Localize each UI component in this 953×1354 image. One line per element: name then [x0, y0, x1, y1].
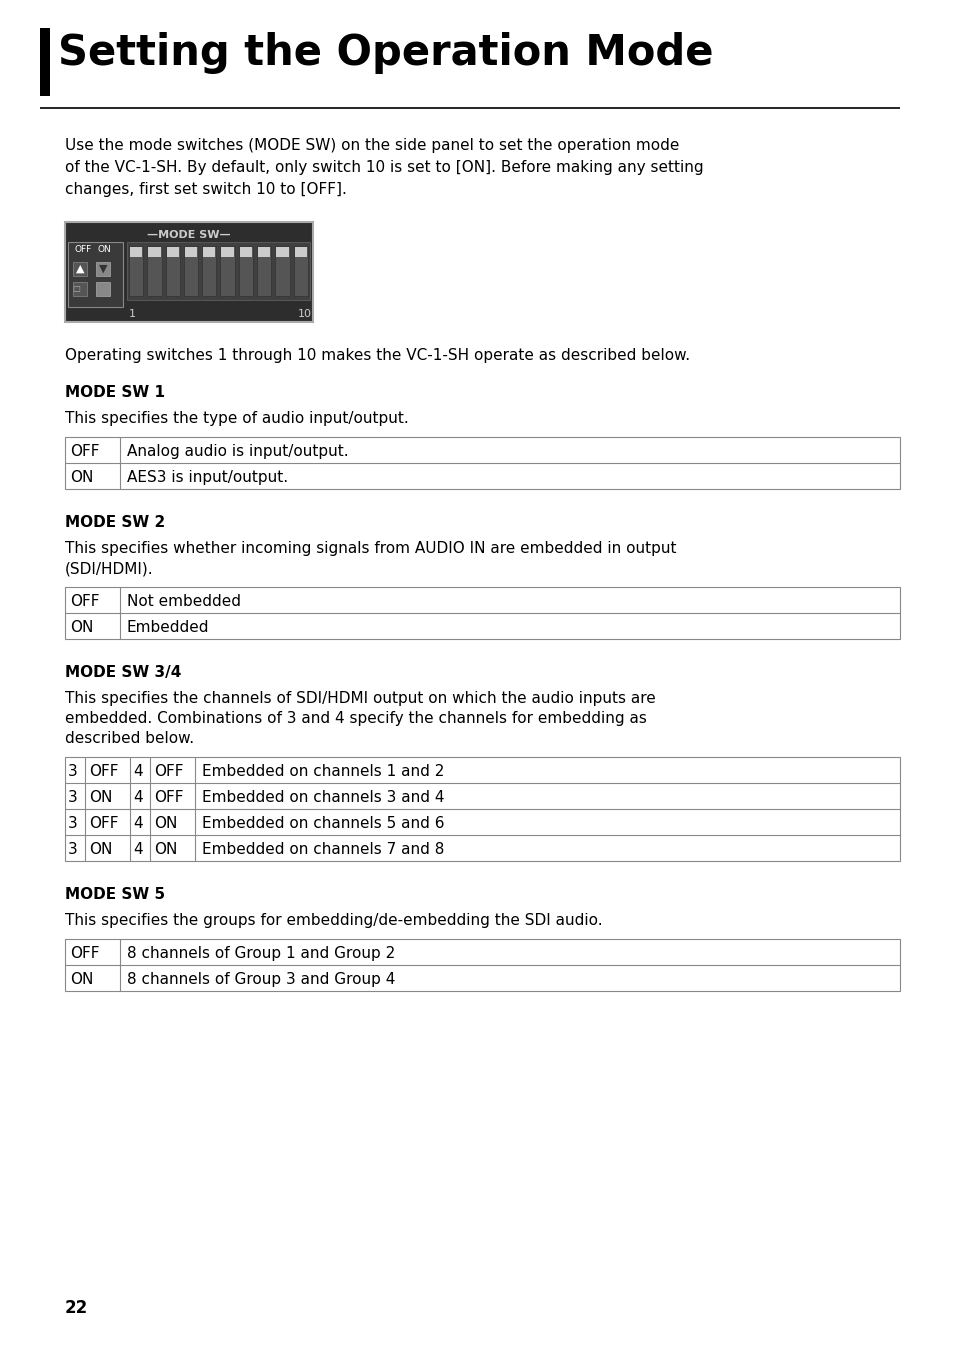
Text: Use the mode switches (MODE SW) on the side panel to set the operation mode: Use the mode switches (MODE SW) on the s… [65, 138, 679, 153]
Bar [185, 246, 197, 257]
Bar [96, 282, 110, 297]
Text: ▲: ▲ [75, 264, 84, 274]
Text: MODE SW 2: MODE SW 2 [65, 515, 165, 529]
Text: described below.: described below. [65, 731, 193, 746]
Bar [73, 263, 87, 276]
Bar [73, 282, 87, 297]
Text: Operating switches 1 through 10 makes the VC-1-SH operate as described below.: Operating switches 1 through 10 makes th… [65, 348, 689, 363]
Text: 4: 4 [132, 816, 143, 831]
Text: ON: ON [89, 842, 112, 857]
Bar [130, 246, 142, 257]
Text: ON: ON [98, 245, 112, 255]
Text: 8 channels of Group 3 and Group 4: 8 channels of Group 3 and Group 4 [127, 972, 395, 987]
Bar [294, 246, 308, 297]
Bar [129, 246, 143, 297]
Bar [294, 246, 307, 257]
Bar [275, 246, 290, 297]
Text: Embedded on channels 5 and 6: Embedded on channels 5 and 6 [202, 816, 444, 831]
Bar [65, 588, 899, 639]
Bar [258, 246, 270, 257]
Text: Analog audio is input/output.: Analog audio is input/output. [127, 444, 348, 459]
Text: embedded. Combinations of 3 and 4 specify the channels for embedding as: embedded. Combinations of 3 and 4 specif… [65, 711, 646, 726]
Text: Embedded on channels 1 and 2: Embedded on channels 1 and 2 [202, 764, 444, 779]
Bar [238, 246, 253, 297]
Bar [256, 246, 271, 297]
Bar [68, 242, 123, 307]
Bar [148, 246, 160, 257]
Text: —MODE SW—: —MODE SW— [147, 230, 231, 240]
Text: 4: 4 [132, 789, 143, 806]
Bar [221, 246, 233, 257]
Text: ON: ON [70, 620, 93, 635]
Text: ■: ■ [99, 284, 107, 294]
Text: Embedded on channels 7 and 8: Embedded on channels 7 and 8 [202, 842, 444, 857]
Text: 3: 3 [68, 842, 77, 857]
Bar [65, 437, 899, 489]
Bar [65, 757, 899, 861]
Text: changes, first set switch 10 to [OFF].: changes, first set switch 10 to [OFF]. [65, 181, 347, 196]
Text: 3: 3 [68, 764, 77, 779]
Bar [166, 246, 180, 297]
Text: ON: ON [70, 470, 93, 485]
Text: This specifies the channels of SDI/HDMI output on which the audio inputs are: This specifies the channels of SDI/HDMI … [65, 691, 655, 705]
Text: 4: 4 [132, 764, 143, 779]
Text: AES3 is input/output.: AES3 is input/output. [127, 470, 288, 485]
Bar [65, 940, 899, 991]
Text: OFF: OFF [70, 444, 99, 459]
Text: (SDI/HDMI).: (SDI/HDMI). [65, 561, 153, 575]
Bar [147, 246, 161, 297]
Text: 10: 10 [297, 309, 312, 320]
Text: Embedded on channels 3 and 4: Embedded on channels 3 and 4 [202, 789, 444, 806]
Text: This specifies the groups for embedding/de-embedding the SDI audio.: This specifies the groups for embedding/… [65, 913, 602, 927]
Bar [202, 246, 216, 297]
Text: OFF: OFF [75, 245, 92, 255]
Text: This specifies the type of audio input/output.: This specifies the type of audio input/o… [65, 412, 408, 427]
Text: ON: ON [153, 842, 177, 857]
Bar [276, 246, 289, 257]
Text: OFF: OFF [70, 594, 99, 609]
Text: 1: 1 [129, 309, 135, 320]
Text: ON: ON [70, 972, 93, 987]
Text: of the VC-1-SH. By default, only switch 10 is set to [ON]. Before making any set: of the VC-1-SH. By default, only switch … [65, 160, 703, 175]
Text: ON: ON [153, 816, 177, 831]
Text: MODE SW 3/4: MODE SW 3/4 [65, 665, 181, 680]
Text: OFF: OFF [89, 816, 118, 831]
Text: MODE SW 1: MODE SW 1 [65, 385, 165, 399]
Text: 8 channels of Group 1 and Group 2: 8 channels of Group 1 and Group 2 [127, 946, 395, 961]
Text: Not embedded: Not embedded [127, 594, 241, 609]
Text: This specifies whether incoming signals from AUDIO IN are embedded in output: This specifies whether incoming signals … [65, 542, 676, 556]
Bar [96, 263, 110, 276]
Text: OFF: OFF [153, 764, 183, 779]
Text: OFF: OFF [89, 764, 118, 779]
Bar [127, 242, 310, 301]
Text: Embedded: Embedded [127, 620, 210, 635]
Text: Setting the Operation Mode: Setting the Operation Mode [58, 32, 713, 74]
Text: OFF: OFF [153, 789, 183, 806]
Text: 22: 22 [65, 1298, 89, 1317]
Bar [167, 246, 179, 257]
Bar [184, 246, 198, 297]
Text: 3: 3 [68, 816, 77, 831]
Bar [203, 246, 215, 257]
Bar [220, 246, 234, 297]
Text: □: □ [72, 284, 80, 294]
Bar [65, 222, 313, 322]
Bar [239, 246, 252, 257]
Text: MODE SW 5: MODE SW 5 [65, 887, 165, 902]
Text: 3: 3 [68, 789, 77, 806]
Bar [40, 28, 50, 96]
Text: ON: ON [89, 789, 112, 806]
Text: 4: 4 [132, 842, 143, 857]
Text: ▼: ▼ [99, 264, 107, 274]
Text: OFF: OFF [70, 946, 99, 961]
